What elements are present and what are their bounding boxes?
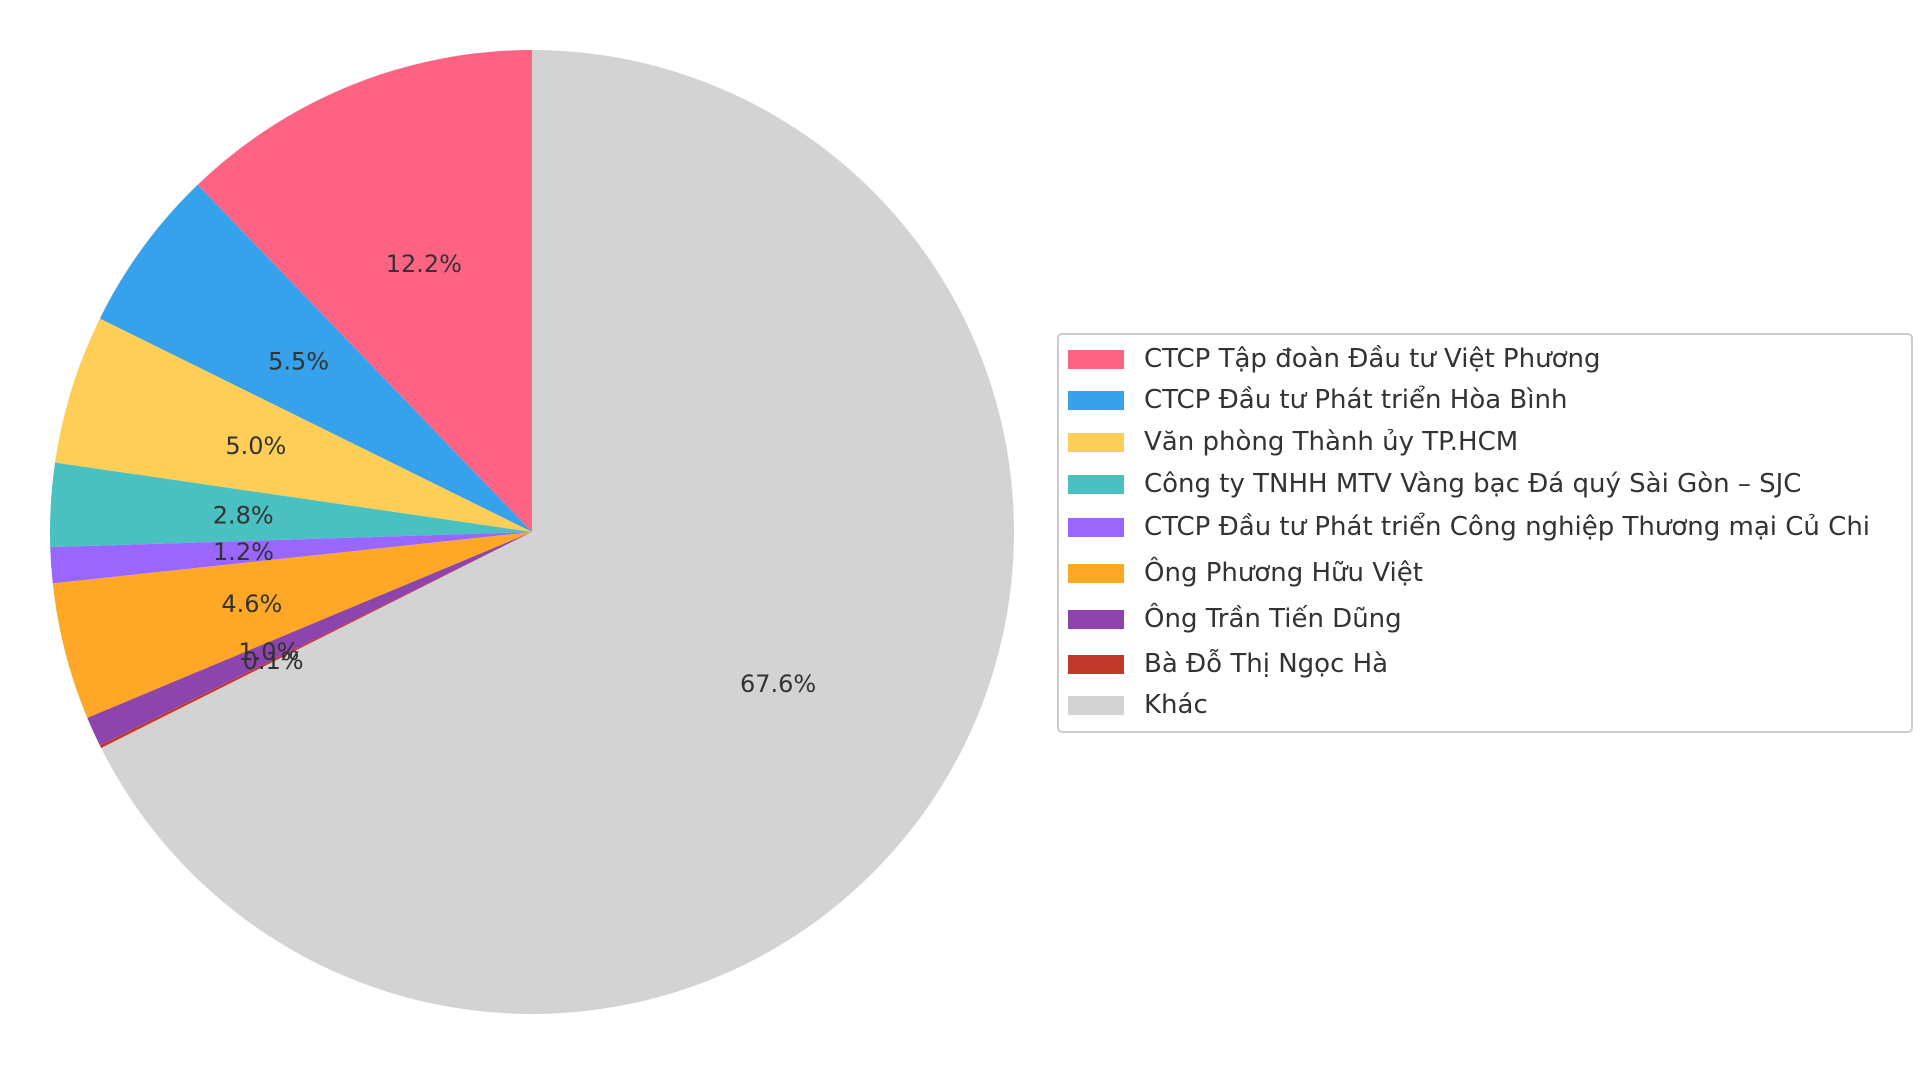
legend-swatch-van-phong-thanh-uy-tp-hcm [1068, 433, 1124, 452]
legend-label-ong-phuong-huu-viet: Ông Phương Hữu Việt [1144, 556, 1423, 588]
pie-slice-ctcp-tap-doan-dau-tu-viet-phuong [197, 50, 532, 532]
legend-label-ctcp-tap-doan-dau-tu-viet-phuong: CTCP Tập đoàn Đầu tư Việt Phương [1144, 344, 1600, 374]
legend: CTCP Tập đoàn Đầu tư Việt Phương CTCP Đầu… [1057, 333, 1913, 733]
legend-label-ong-tran-tien-dung: Ông Trần Tiến Dũng [1144, 602, 1402, 634]
legend-label-van-phong-thanh-uy-tp-hcm: Văn phòng Thành ủy TP.HCM [1144, 427, 1518, 457]
legend-swatch-cong-ty-tnhh-mtv-vang-bac-da-quy-sai-gon-sjc [1068, 475, 1124, 494]
slice-value-label-cong-ty-tnhh-mtv-vang-bac-da-quy-sai-gon-sjc: 2.8% [213, 502, 274, 530]
pie-slice-cong-ty-tnhh-mtv-vang-bac-da-quy-sai-gon-sjc [50, 462, 533, 548]
pie-slice-ba-do-thi-ngoc-ha [99, 532, 532, 749]
legend-swatch-ba-do-thi-ngoc-ha [1068, 655, 1124, 674]
pie-slice-ctcp-dau-tu-phat-trien-cong-nghiep-thuong-mai-cu-chi [50, 532, 532, 584]
pie-slices [50, 50, 1014, 1014]
legend-label-ba-do-thi-ngoc-ha: Bà Đỗ Thị Ngọc Hà [1144, 648, 1388, 679]
slice-value-label-ong-tran-tien-dung: 1.0% [238, 638, 299, 666]
slice-value-label-ctcp-dau-tu-phat-trien-cong-nghiep-thuong-mai-cu-chi: 1.2% [213, 538, 274, 566]
slice-value-label-ctcp-tap-doan-dau-tu-viet-phuong: 12.2% [386, 250, 462, 278]
legend-swatch-ctcp-dau-tu-phat-trien-hoa-binh [1068, 391, 1124, 410]
legend-swatch-ctcp-dau-tu-phat-trien-cong-nghiep-thuong-mai-cu-chi [1068, 518, 1124, 537]
legend-swatch-ctcp-tap-doan-dau-tu-viet-phuong [1068, 350, 1124, 369]
slice-value-label-khac: 67.6% [740, 670, 816, 698]
pie-slice-ong-phuong-huu-viet [52, 532, 533, 718]
legend-label-ctcp-dau-tu-phat-trien-cong-nghiep-thuong-mai-cu-chi: CTCP Đầu tư Phát triển Công nghiệp Thươn… [1144, 511, 1870, 542]
legend-label-khac: Khác [1144, 690, 1208, 720]
pie-slice-khac [101, 50, 1014, 1014]
pie-value-labels: 12.2% 5.5% 5.0% 2.8% 1.2% 4.6% 1.0%0.1% 67.6% [213, 250, 816, 698]
slice-value-label-ong-phuong-huu-viet: 4.6% [221, 590, 282, 618]
legend-frame [1057, 333, 1913, 733]
pie-slice-ong-tran-tien-dung [87, 532, 533, 746]
pie-slice-van-phong-thanh-uy-tp-hcm [55, 318, 532, 532]
legend-label-cong-ty-tnhh-mtv-vang-bac-da-quy-sai-gon-sjc: Công ty TNHH MTV Vàng bạc Đá quý Sài Gòn… [1144, 469, 1801, 499]
legend-label-ctcp-dau-tu-phat-trien-hoa-binh: CTCP Đầu tư Phát triển Hòa Bình [1144, 384, 1567, 415]
legend-swatch-khac [1068, 696, 1124, 715]
slice-value-label-van-phong-thanh-uy-tp-hcm: 5.0% [225, 432, 286, 460]
legend-swatch-ong-phuong-huu-viet [1068, 564, 1124, 583]
legend-swatch-ong-tran-tien-dung [1068, 610, 1124, 629]
slice-value-label-ctcp-dau-tu-phat-trien-hoa-binh: 5.5% [268, 347, 329, 375]
pie-slice-ctcp-dau-tu-phat-trien-hoa-binh [99, 184, 532, 533]
slice-value-label-ba-do-thi-ngoc-ha: 0.1% [243, 647, 304, 675]
